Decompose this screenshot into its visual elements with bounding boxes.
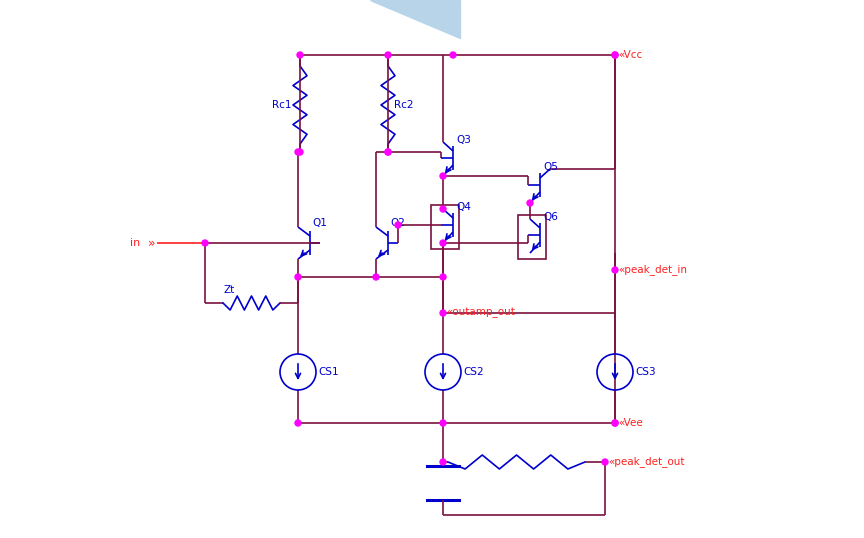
Text: Q6: Q6: [543, 212, 558, 222]
Circle shape: [385, 52, 391, 58]
Circle shape: [612, 420, 618, 426]
Circle shape: [440, 420, 446, 426]
Circle shape: [202, 240, 208, 246]
Circle shape: [440, 274, 446, 280]
Text: CS2: CS2: [463, 367, 484, 377]
Circle shape: [385, 149, 391, 155]
Circle shape: [612, 420, 618, 426]
Text: Q4: Q4: [456, 202, 471, 212]
Circle shape: [395, 222, 401, 228]
Text: Q2: Q2: [390, 218, 405, 228]
Circle shape: [297, 52, 303, 58]
Circle shape: [297, 149, 303, 155]
Text: «Vcc: «Vcc: [618, 50, 642, 60]
Circle shape: [373, 274, 379, 280]
Text: in: in: [130, 238, 140, 248]
Text: CS3: CS3: [635, 367, 656, 377]
Circle shape: [295, 274, 301, 280]
Circle shape: [602, 459, 608, 465]
Text: Zt: Zt: [223, 285, 234, 295]
Circle shape: [612, 52, 618, 58]
Text: «outamp_out: «outamp_out: [446, 308, 515, 318]
Text: «peak_det_in: «peak_det_in: [618, 265, 687, 275]
Text: CS1: CS1: [318, 367, 339, 377]
Text: Q3: Q3: [456, 135, 471, 145]
Bar: [518, 215, 546, 259]
Circle shape: [440, 206, 446, 212]
Text: Rc2: Rc2: [394, 100, 414, 110]
Text: Rc1: Rc1: [272, 100, 291, 110]
Bar: [431, 205, 459, 249]
Text: Q1: Q1: [312, 218, 327, 228]
Circle shape: [440, 459, 446, 465]
Text: Q5: Q5: [543, 162, 558, 172]
Polygon shape: [370, 0, 460, 38]
Circle shape: [440, 173, 446, 179]
Circle shape: [440, 310, 446, 316]
Circle shape: [295, 149, 301, 155]
Circle shape: [440, 240, 446, 246]
Circle shape: [295, 420, 301, 426]
Text: «peak_det_out: «peak_det_out: [608, 457, 684, 468]
Circle shape: [385, 149, 391, 155]
Circle shape: [527, 200, 533, 206]
Text: «Vee: «Vee: [618, 418, 643, 428]
Circle shape: [612, 267, 618, 273]
Circle shape: [612, 52, 618, 58]
Circle shape: [450, 52, 456, 58]
Text: »: »: [148, 237, 156, 250]
